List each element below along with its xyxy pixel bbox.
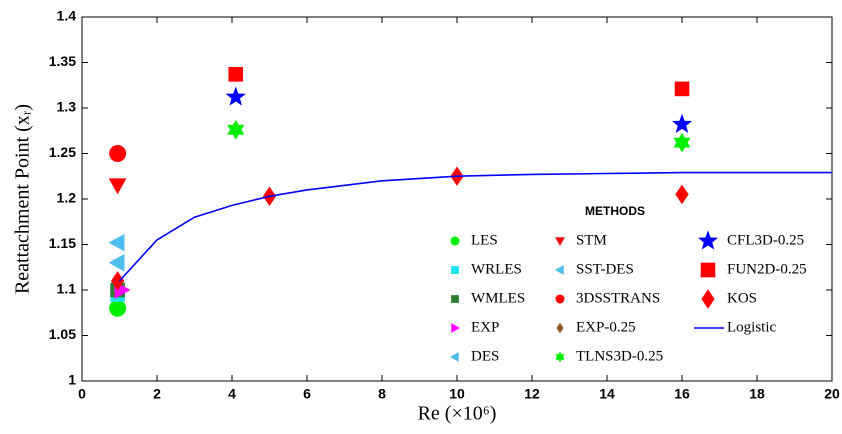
y-axis-label: Reattachment Point (xᵣ) bbox=[12, 104, 34, 294]
legend-label: STM bbox=[576, 232, 607, 248]
legend-label: LES bbox=[471, 232, 498, 248]
marker bbox=[671, 113, 693, 133]
x-tick-label: 20 bbox=[824, 386, 840, 402]
legend-label: WMLES bbox=[471, 290, 525, 306]
legend-label: 3DSSTRANS bbox=[576, 290, 660, 306]
x-tick-label: 16 bbox=[674, 386, 690, 402]
legend-marker bbox=[555, 351, 565, 363]
legend-label: SST-DES bbox=[576, 261, 634, 277]
legend-marker bbox=[555, 294, 565, 304]
marker bbox=[225, 86, 246, 106]
legend-label: DES bbox=[471, 348, 499, 364]
y-tick-label: 1.05 bbox=[49, 326, 76, 342]
legend-label: FUN2D-0.25 bbox=[727, 261, 807, 277]
marker bbox=[673, 132, 691, 153]
marker bbox=[227, 120, 245, 140]
marker bbox=[108, 178, 127, 195]
x-tick-label: 0 bbox=[78, 386, 86, 402]
x-axis-label: Re (×10⁶) bbox=[418, 403, 497, 425]
legend-label: EXP-0.25 bbox=[576, 319, 636, 335]
legend-marker bbox=[700, 262, 716, 278]
marker bbox=[109, 145, 127, 162]
marker bbox=[675, 184, 689, 205]
marker bbox=[228, 67, 244, 82]
legend-marker bbox=[449, 352, 459, 362]
x-tick-label: 8 bbox=[378, 386, 386, 402]
legend-label: Logistic bbox=[727, 319, 777, 335]
legend-label: CFL3D-0.25 bbox=[727, 232, 804, 248]
x-tick-label: 4 bbox=[228, 386, 236, 402]
y-tick-label: 1 bbox=[68, 372, 76, 388]
legend-marker bbox=[554, 265, 564, 275]
marker bbox=[674, 81, 690, 97]
x-tick-label: 18 bbox=[749, 386, 765, 402]
legend-label: KOS bbox=[727, 290, 757, 306]
x-tick-label: 14 bbox=[599, 386, 615, 402]
legend-label: EXP bbox=[471, 319, 499, 335]
marker bbox=[108, 233, 125, 252]
x-tick-label: 2 bbox=[153, 386, 161, 402]
y-tick-label: 1.25 bbox=[49, 144, 76, 160]
marker bbox=[108, 253, 125, 272]
legend-marker bbox=[555, 237, 565, 247]
y-tick-label: 1.15 bbox=[49, 235, 76, 251]
legend-marker bbox=[451, 295, 459, 303]
x-tick-label: 12 bbox=[524, 386, 540, 402]
x-tick-label: 10 bbox=[449, 386, 465, 402]
fit-line bbox=[118, 171, 832, 282]
legend-label: WRLES bbox=[471, 261, 522, 277]
x-tick-label: 6 bbox=[303, 386, 311, 402]
legend-marker bbox=[451, 266, 459, 274]
y-tick-label: 1.35 bbox=[49, 53, 76, 69]
y-tick-label: 1.3 bbox=[57, 99, 77, 115]
legend-marker bbox=[697, 230, 719, 250]
y-tick-label: 1.1 bbox=[57, 281, 77, 297]
y-tick-label: 1.2 bbox=[57, 190, 77, 206]
legend-marker bbox=[451, 323, 461, 333]
legend-title: METHODS bbox=[585, 204, 645, 218]
marker bbox=[109, 299, 127, 317]
legend-marker bbox=[450, 236, 460, 246]
legend-marker bbox=[556, 322, 564, 334]
y-tick-label: 1.4 bbox=[57, 8, 77, 24]
legend-label: TLNS3D-0.25 bbox=[576, 348, 663, 364]
legend-marker bbox=[701, 289, 715, 309]
